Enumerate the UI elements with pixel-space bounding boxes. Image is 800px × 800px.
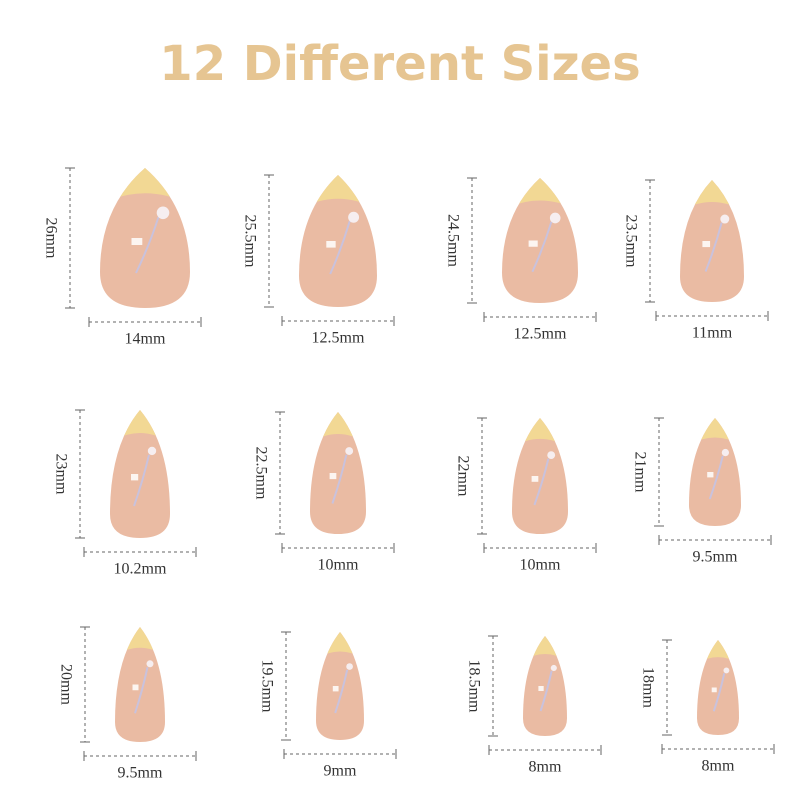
- nail-body: [512, 418, 568, 534]
- nail-body: [697, 640, 739, 735]
- width-label: 10mm: [520, 557, 561, 574]
- length-label: 20mm: [57, 664, 74, 705]
- highlight: [329, 473, 337, 480]
- width-label: 12.5mm: [514, 326, 567, 343]
- nail-body: [523, 636, 567, 736]
- flower-decor: [723, 667, 730, 674]
- nail-body: [680, 180, 744, 302]
- width-label: 12.5mm: [312, 330, 365, 347]
- flower-decor: [329, 220, 351, 275]
- highlight: [332, 686, 339, 692]
- length-label: 22mm: [454, 456, 471, 497]
- highlight: [711, 687, 717, 693]
- length-label: 25.5mm: [241, 215, 258, 268]
- width-label: 9.5mm: [118, 765, 163, 782]
- length-label: 26mm: [42, 218, 59, 259]
- width-label: 8mm: [529, 759, 562, 776]
- width-label: 14mm: [125, 331, 166, 348]
- flower-decor: [531, 221, 553, 273]
- highlight: [702, 241, 711, 248]
- flower-decor: [346, 663, 353, 670]
- flower-decor: [334, 669, 349, 714]
- length-label: 18.5mm: [465, 660, 482, 713]
- highlight: [131, 474, 139, 481]
- flower-decor: [133, 454, 150, 507]
- nail: [299, 175, 377, 307]
- nail-body: [100, 168, 190, 308]
- nail: [697, 640, 739, 735]
- nail-body: [310, 412, 366, 534]
- nail: [110, 410, 170, 538]
- flower-decor: [156, 206, 170, 220]
- width-label: 9.5mm: [693, 549, 738, 566]
- nail-body: [502, 178, 578, 303]
- flower-decor: [547, 451, 556, 460]
- flower-decor: [135, 216, 160, 274]
- length-label: 21mm: [631, 452, 648, 493]
- flower-decor: [147, 446, 157, 456]
- width-label: 11mm: [692, 325, 733, 342]
- flower-decor: [704, 222, 723, 272]
- flower-decor: [721, 448, 730, 457]
- flower-decor: [720, 214, 730, 224]
- highlight: [528, 240, 538, 247]
- nail: [512, 418, 568, 534]
- nail: [523, 636, 567, 736]
- highlight: [538, 686, 544, 691]
- length-label: 19.5mm: [258, 660, 275, 713]
- flower-decor: [549, 212, 561, 224]
- width-label: 10mm: [318, 557, 359, 574]
- highlight: [132, 684, 139, 691]
- width-label: 9mm: [324, 763, 357, 780]
- highlight: [531, 476, 539, 482]
- nail-body: [110, 410, 170, 538]
- length-label: 24.5mm: [444, 214, 461, 267]
- length-label: 23mm: [52, 454, 69, 495]
- flower-decor: [331, 454, 348, 504]
- highlight: [707, 472, 714, 478]
- flower-decor: [539, 670, 553, 712]
- flower-decor: [712, 673, 726, 712]
- nail: [115, 627, 165, 742]
- flower-decor: [550, 664, 557, 672]
- highlight: [131, 238, 143, 245]
- highlight: [326, 241, 336, 248]
- length-label: 18mm: [639, 667, 656, 708]
- title: 12 Different Sizes: [159, 36, 640, 92]
- nail-body: [115, 627, 165, 742]
- flower-decor: [345, 447, 354, 455]
- nail-body: [689, 418, 741, 526]
- nail: [316, 632, 364, 740]
- length-label: 23.5mm: [622, 215, 639, 268]
- flower-decor: [708, 455, 724, 500]
- width-label: 8mm: [702, 758, 735, 775]
- nail: [310, 412, 366, 534]
- nail: [689, 418, 741, 526]
- flower-decor: [533, 458, 550, 506]
- width-label: 10.2mm: [114, 561, 167, 578]
- nail: [100, 168, 190, 308]
- length-label: 22.5mm: [252, 447, 269, 500]
- flower-decor: [146, 660, 154, 668]
- flower-decor: [348, 211, 360, 223]
- nail: [680, 180, 744, 302]
- nail: [502, 178, 578, 303]
- flower-decor: [134, 667, 149, 714]
- nail-body: [299, 175, 377, 307]
- nail-body: [316, 632, 364, 740]
